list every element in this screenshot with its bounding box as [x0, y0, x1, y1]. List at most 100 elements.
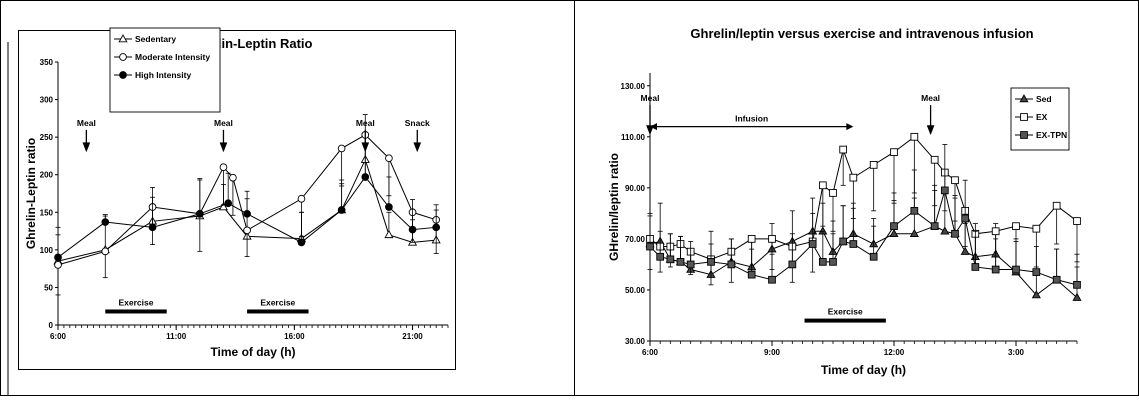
- chart2-data-point: [646, 242, 654, 251]
- chart2-title: Ghrelin/leptin versus exercise and intra…: [690, 26, 1033, 41]
- chart2-legend-label: EX: [1036, 112, 1048, 122]
- chart2-series-ex-tpn: [646, 144, 1081, 289]
- chart2-data-point: [910, 132, 919, 141]
- panel-frame-right: [574, 0, 1139, 396]
- chart1-y-tick-label: 100: [40, 246, 54, 255]
- chart1-data-point: [54, 253, 62, 262]
- chart1-y-tick-label: 200: [40, 171, 54, 180]
- chart2-data-point: [656, 252, 665, 261]
- chart1-legend-label: Moderate Intensity: [135, 52, 210, 62]
- chart2-data-point: [940, 226, 950, 235]
- chart2-annotation-arrowhead: [646, 125, 654, 136]
- chart2-legend-marker: [1019, 94, 1029, 103]
- chart1-x-tick-label: 21:00: [402, 332, 423, 341]
- chart2-exercise-label: Exercise: [828, 307, 863, 317]
- chart2-data-point: [1032, 224, 1041, 233]
- chart2-data-point: [849, 173, 858, 182]
- chart2-data-point: [768, 275, 776, 284]
- chart2-x-label: Time of day (h): [821, 363, 906, 377]
- chart1-y-label: Ghrelin-Leptin ratio: [24, 138, 38, 249]
- chart2-y-tick-label: 70.00: [625, 235, 646, 244]
- chart2-data-point: [1073, 280, 1081, 289]
- chart2-data-point: [869, 252, 878, 261]
- chart2-x-tick-label: 12:00: [884, 348, 905, 357]
- chart2-data-point: [818, 181, 827, 190]
- chart1-legend-box: [109, 27, 221, 113]
- chart1-annotation-arrowhead: [413, 142, 422, 153]
- chart2-span-arrow-left: [650, 123, 657, 131]
- chart1-exercise-bar: [105, 309, 167, 314]
- chart2-data-point: [768, 235, 776, 243]
- chart1-x-tick-label: 11:00: [166, 332, 187, 341]
- chart1-x-tick-label: 16:00: [284, 332, 305, 341]
- chart2-data-point: [666, 255, 675, 264]
- chart2-data-point: [829, 258, 837, 266]
- chart1-annotation-arrowhead: [361, 142, 370, 153]
- chart1-exercise-bar: [247, 309, 309, 314]
- chart1-data-point: [297, 194, 306, 203]
- chart1-annotation: Meal: [77, 118, 96, 128]
- chart1-legend-marker: [118, 34, 128, 43]
- chart2-data-point: [940, 186, 949, 195]
- chart2-legend-label: Sed: [1036, 94, 1052, 104]
- chart1-data-point: [243, 226, 251, 235]
- chart2-legend-marker: [1020, 131, 1028, 139]
- chart2-x-tick-label: 6:00: [642, 348, 659, 357]
- chart2-y-tick-label: 30.00: [625, 337, 646, 346]
- chart2-legend-label: EX-TPN: [1036, 130, 1067, 140]
- chart2-data-point: [951, 176, 959, 185]
- chart1-legend-marker: [119, 71, 127, 79]
- chart2-data-point: [991, 265, 1000, 274]
- chart2-x-tick-label: 9:00: [764, 348, 781, 357]
- chart1-data-point: [54, 261, 62, 269]
- chart2-data-point: [839, 145, 848, 154]
- chart2-data-point: [869, 161, 878, 169]
- chart1-annotation: Snack: [405, 118, 430, 128]
- chart2-y-tick-label: 90.00: [625, 184, 646, 193]
- chart1-data-point: [432, 223, 441, 232]
- chart1-data-point: [243, 209, 251, 218]
- chart2-data-point: [971, 263, 980, 271]
- chart2-legend-marker: [1020, 113, 1028, 121]
- chart1-y-tick-label: 300: [40, 96, 54, 105]
- chart1-y-tick-label: 350: [40, 58, 54, 67]
- chart1-data-point: [385, 154, 393, 163]
- chart2-data-point: [991, 227, 1000, 236]
- chart2-y-label: GHrelin/leptin ratio: [607, 153, 621, 261]
- chart2-data-point: [1052, 201, 1061, 210]
- chart2-data-point: [1031, 290, 1041, 299]
- chart2-data-point: [1032, 268, 1041, 276]
- chart1-y-tick-label: 250: [40, 133, 54, 142]
- chart2-data-point: [1073, 217, 1081, 225]
- chart1-annotation: Meal: [356, 118, 375, 128]
- chart1-x-tick-label: 6:00: [50, 332, 67, 341]
- chart2-data-point: [849, 240, 858, 248]
- chart1-legend-label: Sedentary: [135, 34, 176, 44]
- chart1-legend-marker: [119, 53, 127, 61]
- chart2-data-point: [1072, 292, 1082, 301]
- chart2-series-line: [649, 136, 1078, 260]
- chart2-data-point: [909, 228, 919, 238]
- chart2-data-point: [890, 148, 898, 156]
- chart2-data-point: [889, 228, 899, 238]
- chart1-legend-label: High Intensity: [135, 70, 191, 80]
- chart2-data-point: [808, 240, 817, 248]
- chart2-data-point: [839, 237, 848, 246]
- chart1-data-point: [101, 247, 110, 256]
- chart1-y-tick-label: 0: [49, 321, 54, 330]
- chart1-data-point: [218, 202, 229, 211]
- chart2-annotation: Meal: [641, 93, 660, 103]
- chart1-data-point: [384, 229, 394, 239]
- chart1-series-line: [57, 176, 437, 258]
- chart1-data-point: [297, 238, 306, 247]
- chart2-data-point: [930, 155, 939, 164]
- chart1-annotation-arrowhead: [219, 142, 228, 153]
- chart2-data-point: [707, 258, 715, 266]
- chart2-data-point: [686, 260, 695, 269]
- chart2-y-tick-label: 50.00: [625, 286, 646, 295]
- chart2-data-point: [910, 206, 919, 215]
- chart1-annotation: Meal: [214, 118, 233, 128]
- chart2-data-point: [890, 222, 898, 230]
